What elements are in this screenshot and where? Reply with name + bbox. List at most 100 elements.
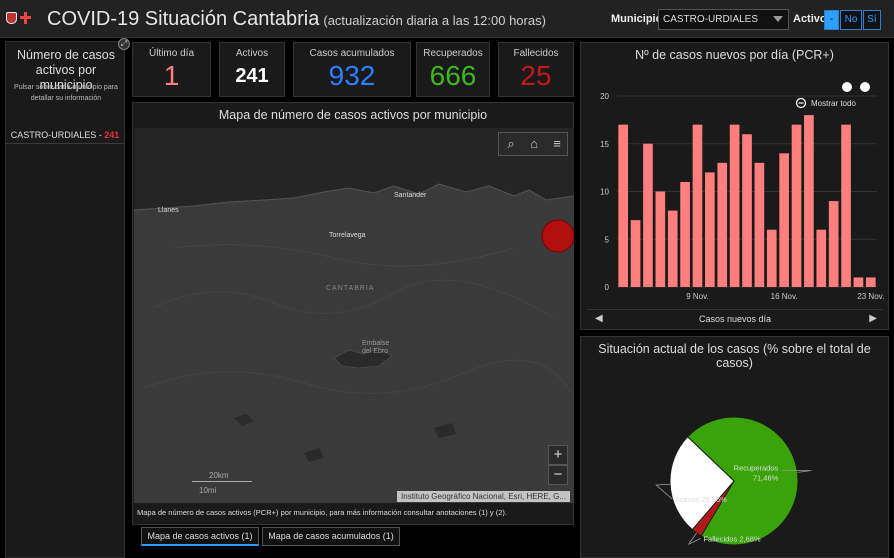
municipio-list-title: Número de casos activos por municipio	[17, 48, 115, 92]
map-label-llanes: Llanes	[158, 207, 179, 214]
municipio-list-hint: Pulsar sobre cada municipio para detalla…	[14, 84, 118, 102]
show-all-button[interactable]: Mostrar todo	[811, 99, 856, 108]
municipio-list-panel: Número de casos activos por municipio Pu…	[5, 41, 125, 558]
y-tick-label: 0	[605, 283, 610, 292]
castro-urdiales-marker[interactable]	[541, 219, 574, 253]
pie-chart-panel: Situación actual de los casos (% sobre e…	[580, 336, 889, 558]
zoom-in-button[interactable]: +	[548, 445, 568, 465]
pan-handle-right-icon[interactable]	[860, 82, 870, 92]
scale-mi-label: 10mi	[199, 486, 217, 495]
bar-chart-panel: Nº de casos nuevos por día (PCR+) 0 5 10 15…	[580, 42, 889, 330]
kpi-value: 932	[328, 60, 376, 91]
kpi-recuperados: Recuperados 666	[416, 42, 490, 97]
pie-slice-name: Activos	[675, 495, 701, 504]
map-panel: Mapa de número de casos activos por muni…	[132, 102, 574, 525]
pie-slice-label: Activos 25,86%	[675, 495, 727, 504]
bar[interactable]	[816, 229, 827, 287]
activo-option-no[interactable]: No	[840, 10, 862, 30]
pie-slice-percent: 2,68%	[739, 534, 761, 543]
activo-option-si[interactable]: Sí	[863, 10, 881, 30]
pie-slice-name: Recuperados	[734, 464, 779, 473]
bar[interactable]	[841, 124, 851, 288]
map-note: Mapa de número de casos activos (PCR+) p…	[137, 508, 507, 517]
bar[interactable]	[717, 162, 728, 287]
kpi-value: 666	[429, 60, 477, 91]
bar-chart-footer-label: Casos nuevos día	[698, 314, 772, 324]
list-item[interactable]: CASTRO-URDIALES - 241	[6, 126, 124, 144]
pie-leader-line	[655, 483, 673, 500]
bar[interactable]	[705, 172, 715, 287]
bar[interactable]	[742, 134, 752, 287]
kpi-label: Recuperados	[423, 48, 483, 59]
bar[interactable]	[667, 210, 678, 287]
map-toolbar: ⌕ ⌂ ≡	[498, 132, 568, 156]
search-icon[interactable]: ⌕	[507, 136, 515, 151]
pan-handle-left-icon[interactable]	[842, 82, 852, 92]
kpi-ultimo-dia: Último día 1	[132, 42, 211, 97]
bar[interactable]	[791, 124, 802, 288]
x-tick-label: 16 Nov.	[771, 292, 798, 301]
home-icon[interactable]: ⌂	[530, 136, 538, 151]
bar[interactable]	[766, 229, 777, 287]
pie-chart: Recuperados 71,46% Fallecidos 2,68% Activos…	[655, 416, 812, 546]
zoom-out-icon[interactable]	[795, 97, 807, 109]
y-tick-label: 10	[600, 188, 609, 197]
kpi-activos: Activos 241	[219, 42, 285, 97]
tab-mapa-casos-acumulados[interactable]: Mapa de casos acumulados (1)	[262, 527, 400, 546]
activo-label: Activo	[793, 13, 827, 25]
bar[interactable]	[643, 143, 653, 287]
kpi-value: 25	[520, 60, 552, 91]
bar[interactable]	[680, 181, 690, 287]
map-label-torrelavega: Torrelavega	[329, 232, 366, 239]
bar[interactable]	[630, 220, 641, 287]
map-canvas[interactable]: Llanes Santander Torrelavega CANTABRIA E…	[134, 128, 574, 503]
app-header: COVID-19 Situación Cantabria (actualizaci…	[0, 0, 894, 38]
kpi-label: Casos acumulados	[309, 48, 395, 59]
y-tick-label: 5	[605, 235, 610, 244]
scale-km-label: 20km	[209, 471, 229, 480]
bar[interactable]	[692, 124, 703, 288]
map-label-embalse: Embalse del Ebro	[362, 340, 390, 355]
municipio-label: Municipio	[611, 13, 663, 25]
pie-slice-percent: 71,46%	[753, 474, 779, 483]
y-tick-label: 15	[600, 140, 609, 149]
list-item-name: CASTRO-URDIALES -	[10, 130, 105, 140]
tab-mapa-casos-activos[interactable]: Mapa de casos activos (1)	[141, 527, 259, 546]
kpi-fallecidos: Fallecidos 25	[498, 42, 574, 97]
map-attribution[interactable]: Instituto Geográfico Nacional, Esri, HER…	[397, 491, 570, 502]
bar[interactable]	[828, 201, 839, 287]
expand-icon[interactable]: ⤢	[118, 38, 130, 50]
map-title: Mapa de número de casos activos por muni…	[218, 108, 488, 122]
pie-leader-line	[688, 532, 701, 545]
map-label-cantabria: CANTABRIA	[326, 285, 375, 292]
chevron-left-icon[interactable]: ◀	[595, 313, 603, 324]
pie-leader-line	[781, 470, 812, 473]
y-tick-label: 20	[600, 92, 609, 101]
pie-slice-label: Fallecidos 2,68%	[703, 534, 760, 543]
pie-chart-title: Situación actual de los casos (% sobre e…	[598, 342, 871, 370]
pie-slice-percent: 25,86%	[701, 495, 727, 504]
app-subtitle: (actualización diaria a las 12:00 horas)	[323, 13, 546, 28]
bar[interactable]	[853, 277, 864, 287]
bar[interactable]	[804, 115, 814, 287]
bar[interactable]	[655, 191, 666, 288]
kpi-label: Fallecidos	[513, 48, 559, 59]
municipio-selected-value: CASTRO-URDIALES	[663, 14, 759, 25]
bar[interactable]	[729, 124, 740, 288]
kpi-value: 241	[235, 65, 269, 87]
kpi-casos-acumulados: Casos acumulados 932	[293, 42, 411, 97]
bar-chart-title: Nº de casos nuevos por día (PCR+)	[635, 48, 834, 62]
x-tick-label: 9 Nov.	[686, 292, 709, 301]
x-tick-label: 23 Nov.	[857, 292, 884, 301]
municipio-dropdown[interactable]: CASTRO-URDIALES	[658, 9, 789, 30]
bar[interactable]	[865, 277, 876, 287]
list-icon[interactable]: ≡	[553, 136, 561, 151]
basemap	[134, 128, 574, 462]
zoom-out-button[interactable]: −	[548, 465, 568, 485]
chevron-right-icon[interactable]: ▶	[869, 313, 877, 324]
activo-option-all[interactable]: -	[824, 10, 839, 30]
app-title: COVID-19 Situación Cantabria (actualizaci…	[47, 8, 546, 31]
bar[interactable]	[754, 162, 765, 287]
bar[interactable]	[618, 124, 629, 288]
bar[interactable]	[779, 153, 789, 287]
